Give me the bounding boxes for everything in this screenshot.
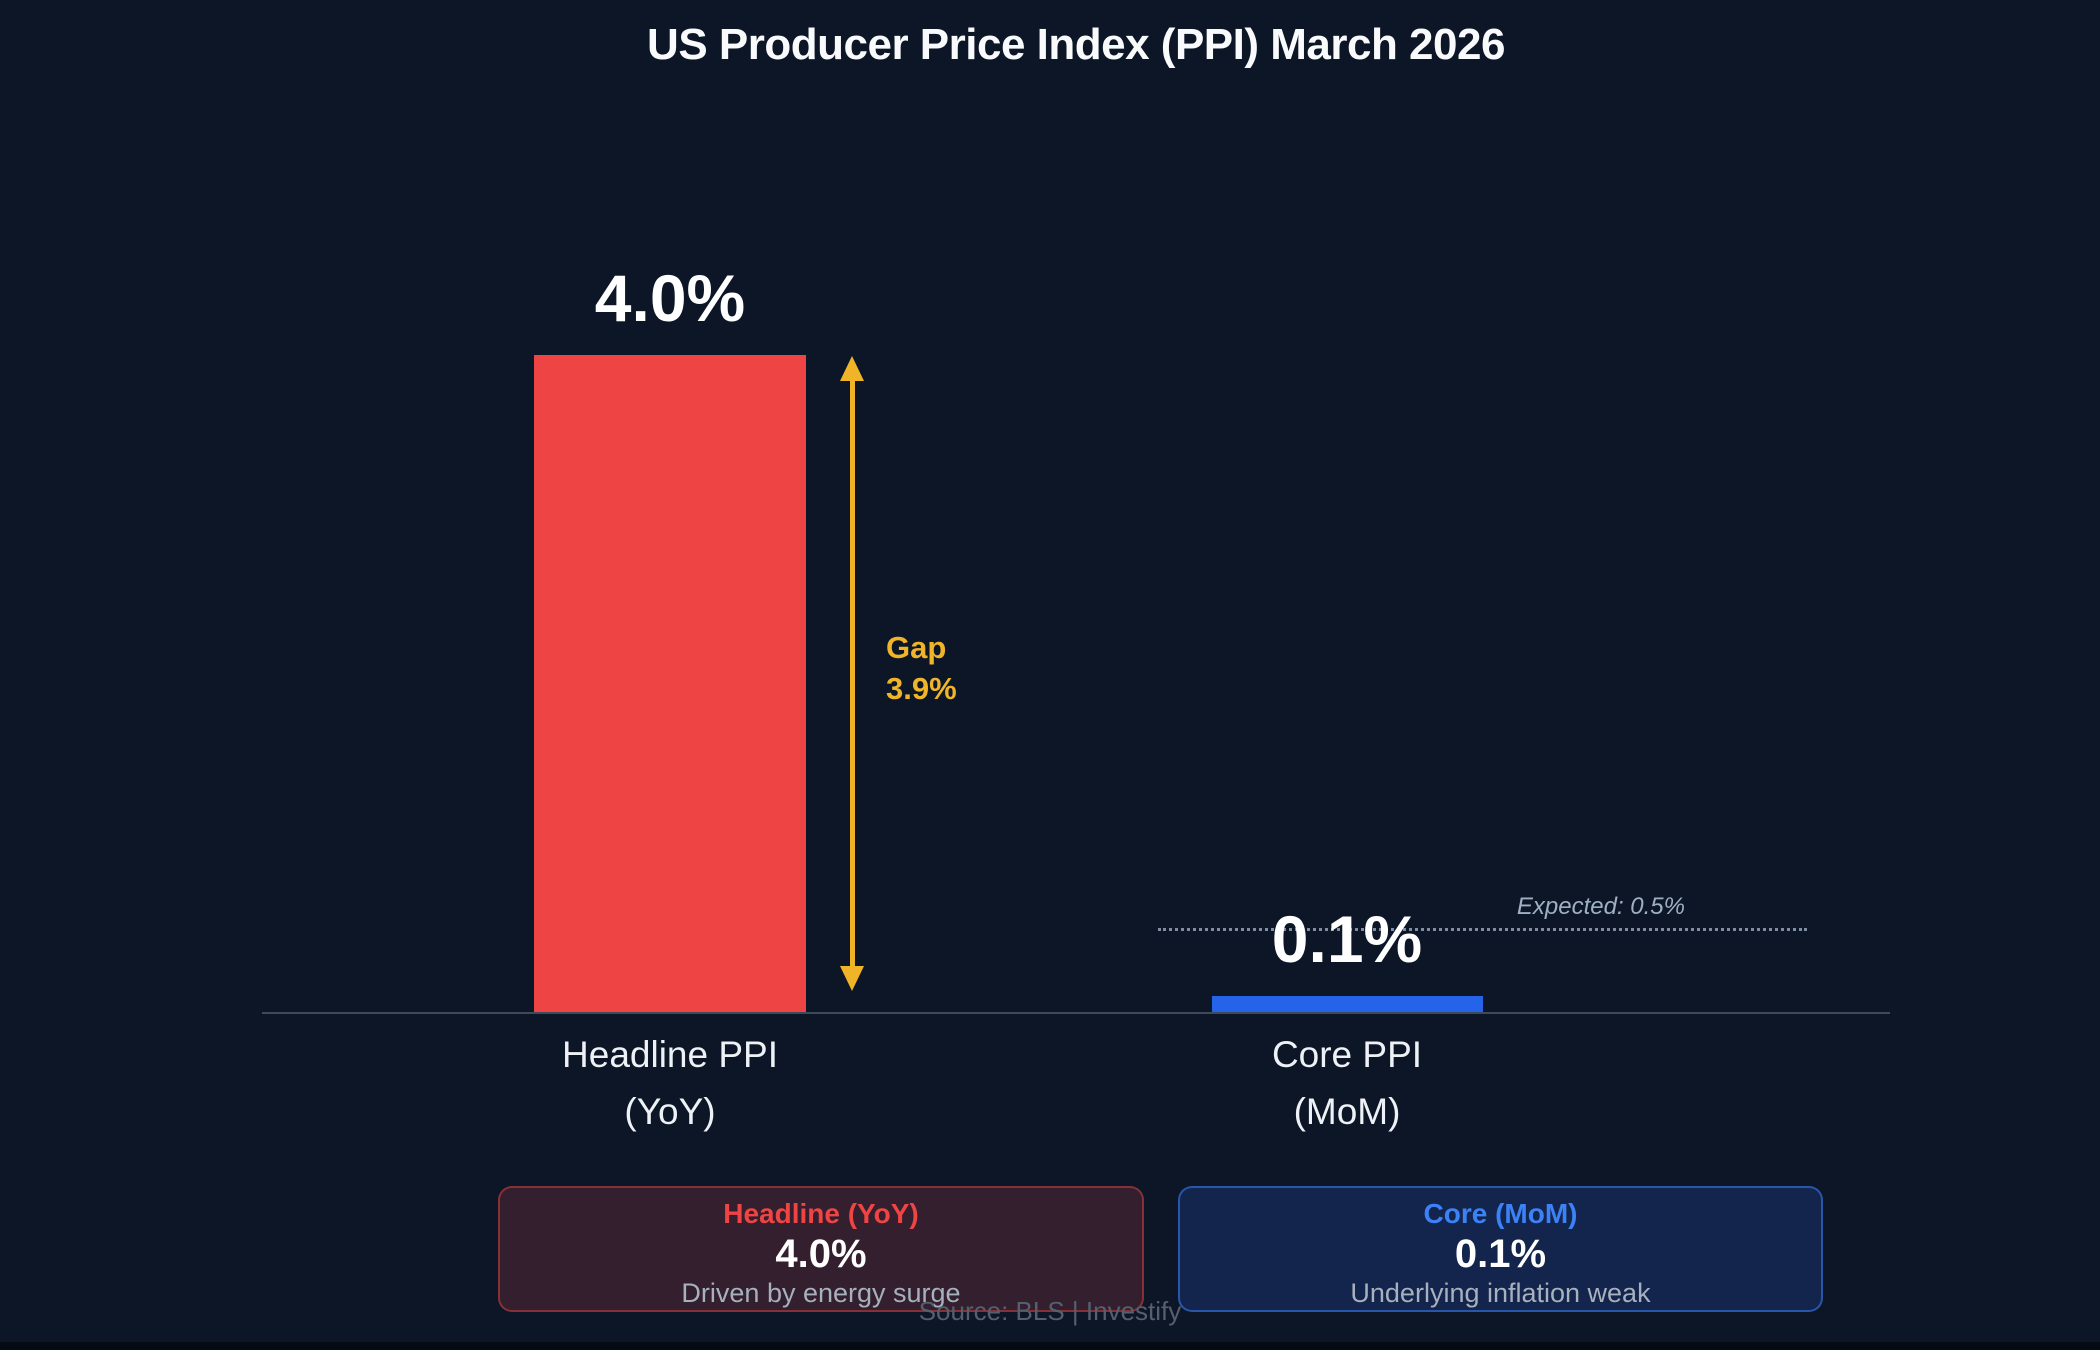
headline-card-description: Driven by energy surge xyxy=(681,1278,961,1308)
core-summary-card: Core (MoM) 0.1% Underlying inflation wea… xyxy=(1178,1186,1823,1312)
headline-axis-label-line2: (YoY) xyxy=(624,1091,716,1132)
headline-axis-label: Headline PPI (YoY) xyxy=(470,1026,870,1140)
gap-annotation-line1: Gap xyxy=(886,630,947,665)
headline-card-title: Headline (YoY) xyxy=(723,1198,919,1229)
expected-reference-line xyxy=(1158,928,1807,931)
headline-summary-card: Headline (YoY) 4.0% Driven by energy sur… xyxy=(498,1186,1144,1312)
gap-annotation-line2: 3.9% xyxy=(886,671,957,706)
bottom-edge-strip xyxy=(0,1342,2100,1350)
gap-arrow-down-icon xyxy=(840,966,864,991)
core-card-description: Underlying inflation weak xyxy=(1350,1278,1651,1308)
core-axis-label-line1: Core PPI xyxy=(1271,1034,1423,1075)
core-value-label: 0.1% xyxy=(1271,902,1423,976)
core-axis-label-line2: (MoM) xyxy=(1293,1091,1401,1132)
expected-value-label: Expected: 0.5% xyxy=(1516,893,1685,920)
gap-arrow-shaft xyxy=(850,372,855,968)
headline-value-label: 4.0% xyxy=(594,261,746,335)
x-axis-baseline xyxy=(262,1012,1890,1014)
chart-title: US Producer Price Index (PPI) March 2026 xyxy=(647,20,1505,69)
core-axis-label: Core PPI (MoM) xyxy=(1147,1026,1547,1140)
headline-axis-label-line1: Headline PPI xyxy=(562,1034,778,1075)
core-ppi-bar xyxy=(1212,996,1483,1012)
core-card-title: Core (MoM) xyxy=(1423,1198,1578,1229)
core-card-value: 0.1% xyxy=(1454,1232,1547,1276)
headline-ppi-bar xyxy=(534,355,806,1012)
gap-annotation-label: Gap 3.9% xyxy=(886,627,957,709)
headline-card-value: 4.0% xyxy=(775,1232,867,1276)
source-attribution: Source: BLS | Investify xyxy=(918,1296,1182,1326)
